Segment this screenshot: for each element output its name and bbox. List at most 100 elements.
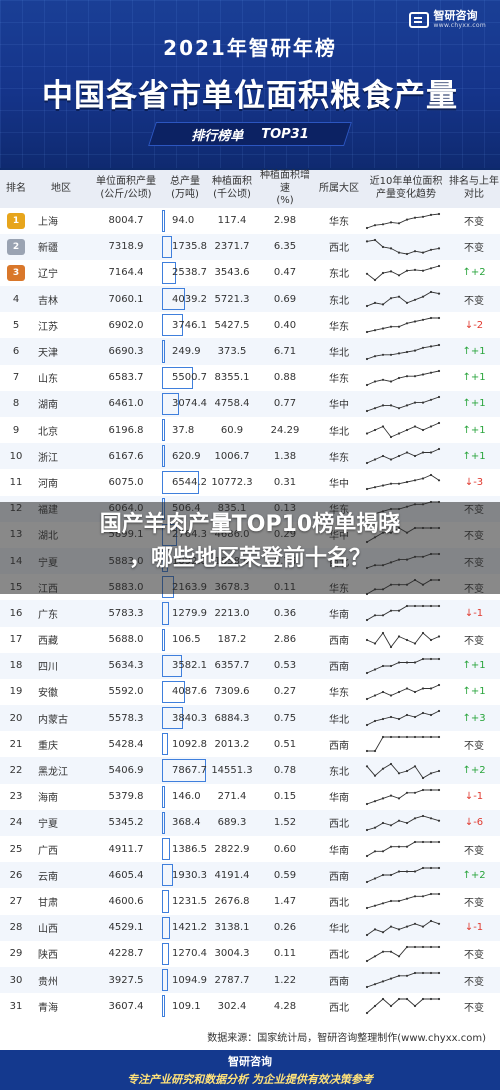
region-cell: 吉林: [38, 295, 58, 307]
trend-sparkline: [365, 421, 441, 439]
column-header: 地区: [51, 182, 71, 194]
total-cell: 3746.1: [162, 312, 208, 338]
rank-change-cell: 不变: [464, 217, 484, 229]
growth-cell: 2.86: [273, 634, 297, 646]
region-cell: 北京: [38, 426, 58, 438]
trend-point: [373, 905, 377, 908]
trend-point: [405, 845, 409, 848]
trend-point: [421, 840, 425, 844]
trend-sparkline: [365, 448, 441, 465]
trend-line: [366, 658, 439, 674]
rank-cell: 29: [9, 948, 23, 960]
trend-sparkline: [365, 605, 441, 622]
total-value: 3840.3: [172, 712, 207, 724]
total-cell: 6544.2: [162, 469, 208, 495]
total-bar: [162, 864, 173, 887]
rank-change-cell: ↓-1: [464, 922, 484, 934]
trend-point: [381, 874, 385, 877]
total-bar: [162, 602, 169, 625]
trend-point: [365, 305, 369, 308]
yield-cell: 4911.7: [108, 843, 144, 855]
trend-point: [421, 814, 425, 818]
table-row: 7 山东 6583.7 5500.7 8355.1 0.88 华东 ↑+1: [0, 365, 500, 391]
trend-cell: [364, 862, 448, 888]
overlay-line-2: ，哪些地区荣登前十名？: [128, 546, 371, 571]
trend-point: [421, 895, 425, 898]
total-bar: [162, 811, 165, 834]
trend-point: [405, 925, 409, 928]
trend-point: [429, 425, 433, 428]
trend-point: [381, 821, 385, 825]
trend-line: [366, 344, 440, 359]
table-row: 1 上海 8004.7 94.0 117.4 2.98 华东 不变: [0, 208, 500, 234]
trend-point: [413, 605, 417, 608]
trend-point: [365, 432, 369, 435]
trend-point: [429, 788, 433, 791]
rank-cell: 21: [9, 738, 23, 750]
trend-point: [413, 401, 417, 404]
trend-line: [366, 710, 440, 726]
trend-point: [365, 802, 369, 805]
trend-cell: [364, 941, 448, 967]
yield-cell: 5688.0: [108, 634, 144, 646]
table-row: 4 吉林 7060.1 4039.2 5721.3 0.69 东北 不变: [0, 286, 500, 313]
yield-cell: 4600.6: [108, 895, 144, 907]
growth-cell: 0.31: [273, 476, 297, 488]
yield-cell: 6690.3: [108, 346, 144, 358]
rank-change-cell: ↓-2: [464, 319, 484, 331]
trend-point: [365, 750, 369, 753]
total-bar: [162, 995, 165, 1018]
trend-point: [405, 898, 409, 901]
trend-cell: [364, 391, 448, 417]
trend-point: [437, 945, 441, 948]
trend-cell: [364, 757, 448, 783]
trend-point: [405, 428, 409, 432]
trend-point: [405, 769, 409, 772]
trend-point: [381, 767, 385, 770]
trend-point: [389, 925, 393, 928]
trend-cell: [364, 443, 448, 469]
table-row: 6 天津 6690.3 249.9 373.5 6.71 华北 ↑+1: [0, 338, 500, 365]
rank-cell: 26: [9, 869, 23, 881]
trend-sparkline: [365, 238, 441, 255]
trend-point: [413, 817, 417, 820]
rank-change-cell: ↓-1: [464, 791, 484, 803]
trend-point: [381, 245, 385, 248]
total-bar: [162, 707, 183, 730]
trend-line: [366, 213, 440, 229]
trend-point: [413, 840, 417, 844]
trend-cell: [364, 810, 448, 836]
total-value: 1930.3: [172, 869, 207, 881]
trend-point: [365, 985, 369, 989]
total-bar: [162, 838, 170, 861]
trend-point: [397, 376, 401, 379]
total-value: 1270.4: [172, 948, 207, 960]
trend-point: [429, 398, 433, 401]
trend-cell: [364, 208, 448, 234]
rank-cell: 23: [9, 791, 23, 803]
trend-point: [381, 998, 385, 1001]
trend-point: [365, 357, 369, 360]
trend-point: [405, 687, 409, 690]
total-cell: 3840.3: [162, 705, 208, 731]
trend-point: [421, 269, 425, 272]
trend-point: [421, 215, 425, 218]
growth-cell: 1.47: [273, 895, 297, 907]
total-bar: [162, 366, 193, 389]
trend-point: [389, 325, 393, 329]
trend-point: [413, 425, 417, 428]
total-value: 109.1: [172, 1000, 201, 1012]
trend-point: [421, 401, 425, 404]
trend-cell: [364, 731, 448, 757]
total-bar: [162, 942, 169, 965]
table-row: 16 广东 5783.3 1279.9 2213.0 0.36 华南 ↓-1: [0, 600, 500, 627]
trend-line: [366, 605, 439, 621]
trend-point: [405, 301, 409, 305]
rank-change-cell: ↑+2: [462, 267, 486, 279]
trend-sparkline: [365, 631, 441, 648]
trend-point: [365, 907, 369, 910]
trend-point: [421, 998, 425, 1001]
trend-line: [367, 736, 439, 752]
growth-cell: 0.36: [273, 607, 297, 619]
rank-cell: 10: [9, 450, 23, 462]
